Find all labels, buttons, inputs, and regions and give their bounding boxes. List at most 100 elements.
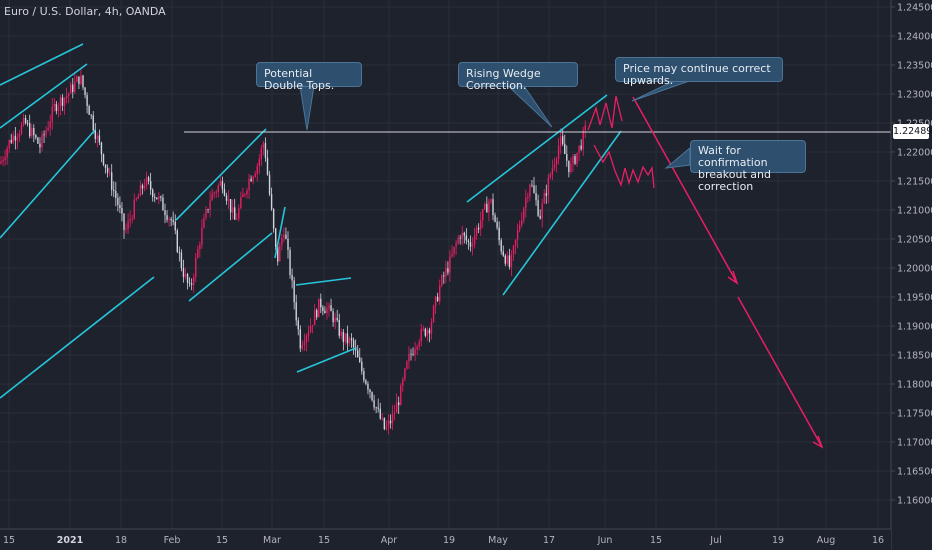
correction-scenario-path [593, 144, 655, 189]
candle-body [289, 249, 291, 276]
candle-body [422, 328, 424, 330]
candle-body [305, 335, 308, 343]
candle-body [84, 87, 86, 96]
candle-body [576, 152, 578, 164]
candle-body [367, 383, 369, 390]
symbol-title: Euro / U.S. Dollar, 4h, OANDA [4, 5, 166, 18]
candle-body [231, 207, 234, 213]
candle-body [256, 166, 258, 174]
candle-body [449, 256, 451, 273]
candle-body [236, 218, 238, 220]
candle-body [361, 361, 363, 372]
candle-body [320, 298, 322, 308]
candle-body [203, 217, 205, 228]
x-tick-label: Mar [263, 535, 281, 546]
candle-body [100, 142, 103, 155]
candle-body [365, 380, 367, 384]
candle-body [557, 145, 560, 160]
candle-body [143, 185, 146, 189]
projection-arrow2-line [737, 296, 823, 448]
candle-body [162, 197, 164, 211]
candle-body [506, 255, 509, 264]
candle-body [311, 325, 314, 327]
candle-body [402, 379, 404, 386]
candle-body [250, 178, 252, 182]
candle-body [182, 268, 185, 277]
candle-body [152, 189, 154, 198]
candle-body [49, 121, 51, 128]
mar-break-line [274, 206, 286, 259]
candle-body [467, 240, 470, 242]
candle-body [188, 282, 191, 284]
candle-body [457, 237, 459, 244]
candle-body [307, 332, 310, 336]
x-tick-label: Jul [709, 535, 721, 546]
candle-body [553, 164, 556, 168]
candle-body [379, 408, 381, 419]
y-tick-label: 1.23500 [897, 60, 932, 71]
candle-body [193, 277, 195, 285]
candle-body [268, 174, 271, 195]
candle-body [242, 194, 244, 198]
candle-body [512, 245, 515, 255]
candle-body [420, 328, 422, 342]
candle-body [12, 135, 14, 143]
candle-body [533, 185, 535, 193]
candle-body [371, 392, 373, 401]
candle-body [326, 308, 328, 314]
candle-body [275, 228, 277, 247]
candle-body [295, 302, 297, 321]
candle-body [463, 232, 465, 236]
candle-body [186, 274, 189, 283]
candle-body [277, 246, 279, 262]
candle-body [72, 84, 74, 92]
candle-body [482, 209, 484, 221]
x-tick-label: 15 [216, 535, 228, 546]
candle-body [8, 140, 10, 149]
candle-body [131, 218, 133, 220]
candle-body [488, 201, 490, 213]
candle-body [283, 234, 285, 239]
candle-body [31, 128, 33, 137]
candle-body [297, 320, 299, 330]
candle-body [39, 143, 41, 148]
candle-body [570, 163, 572, 172]
candle-body [111, 172, 113, 190]
candle-body [129, 219, 131, 221]
candle-body [223, 189, 226, 196]
candle-body [176, 230, 178, 252]
candle-body [383, 417, 386, 430]
candle-body [29, 123, 31, 137]
candle-body [484, 203, 486, 210]
candle-body [387, 420, 390, 427]
candle-body [285, 234, 287, 239]
mar-flag-lower-line [296, 347, 357, 373]
candle-body [160, 196, 162, 198]
candle-body [527, 196, 529, 198]
candle-body [201, 227, 203, 245]
candle-body [566, 154, 568, 161]
candle-body [199, 244, 201, 249]
candle-body [156, 197, 158, 200]
y-tick-label: 1.20000 [897, 263, 932, 274]
candle-body [572, 156, 574, 164]
candle-body [316, 310, 318, 318]
candle-body [217, 185, 219, 192]
candle-body [369, 389, 371, 393]
candle-body [215, 191, 217, 193]
candle-body [393, 412, 396, 414]
candle-body [293, 280, 295, 303]
y-tick-label: 1.21000 [897, 205, 932, 216]
candle-body [51, 106, 53, 122]
y-tick-label: 1.22000 [897, 147, 932, 158]
candle-body [57, 106, 60, 111]
candle-body [47, 127, 49, 131]
upward-scenario-path [587, 95, 623, 131]
candle-body [53, 104, 55, 107]
candle-body [74, 81, 76, 92]
y-tick-label: 1.19000 [897, 321, 932, 332]
candle-body [86, 95, 88, 107]
y-tick-label: 1.16500 [897, 466, 932, 477]
candle-body [510, 254, 513, 267]
